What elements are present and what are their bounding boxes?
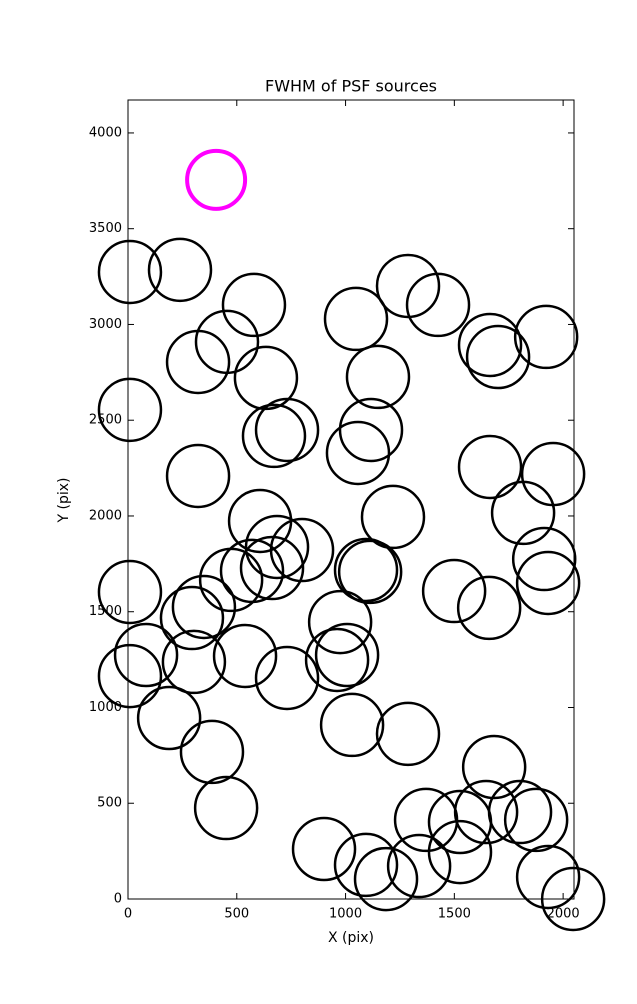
source-circle bbox=[515, 550, 581, 616]
source-circle bbox=[353, 846, 419, 912]
source-circle bbox=[427, 819, 493, 885]
x-tick-label: 2000 bbox=[547, 907, 580, 922]
source-circle bbox=[269, 517, 335, 583]
source-circle bbox=[304, 627, 370, 693]
y-tick-label: 2500 bbox=[89, 413, 122, 428]
source-circle bbox=[503, 787, 569, 853]
source-circle bbox=[161, 629, 227, 695]
source-circle bbox=[513, 304, 579, 370]
source-circle bbox=[360, 484, 426, 550]
x-tick-label: 500 bbox=[224, 907, 249, 922]
source-circle bbox=[338, 397, 404, 463]
chart-title: FWHM of PSF sources bbox=[265, 77, 437, 96]
source-circle bbox=[147, 237, 213, 303]
source-circle bbox=[421, 558, 487, 624]
y-axis-label: Y (pix) bbox=[56, 478, 72, 524]
source-circle bbox=[307, 589, 373, 655]
source-circle bbox=[337, 539, 403, 605]
y-tick-label: 3000 bbox=[89, 317, 122, 332]
source-circle bbox=[97, 643, 163, 709]
source-circle bbox=[515, 844, 581, 910]
source-circle bbox=[375, 253, 441, 319]
source-circle bbox=[179, 719, 245, 785]
x-tick-label: 0 bbox=[124, 907, 132, 922]
source-circle bbox=[323, 286, 389, 352]
source-circle bbox=[136, 685, 202, 751]
source-circle bbox=[511, 526, 577, 592]
plot-frame bbox=[127, 99, 575, 900]
source-circle bbox=[405, 272, 471, 338]
y-tick-label: 3500 bbox=[89, 221, 122, 236]
source-circle bbox=[345, 344, 411, 410]
source-circle bbox=[456, 575, 522, 641]
source-circle bbox=[333, 537, 399, 603]
source-circle bbox=[461, 734, 527, 800]
source-circle bbox=[239, 535, 305, 601]
source-circle bbox=[241, 403, 307, 469]
source-circle bbox=[193, 775, 259, 841]
source-circle bbox=[254, 645, 320, 711]
source-circle bbox=[314, 622, 380, 688]
y-tick-label: 1000 bbox=[89, 700, 122, 715]
source-circle bbox=[97, 377, 163, 443]
source-circle bbox=[490, 480, 556, 546]
y-tick-label: 0 bbox=[114, 892, 122, 907]
source-circle bbox=[386, 833, 452, 899]
y-tick-label: 4000 bbox=[89, 125, 122, 140]
source-circle bbox=[465, 324, 531, 390]
source-circle bbox=[325, 420, 391, 486]
source-circle bbox=[453, 779, 519, 845]
source-circle bbox=[165, 329, 231, 395]
y-tick-label: 500 bbox=[97, 796, 122, 811]
source-circle bbox=[159, 585, 225, 651]
source-circle bbox=[457, 434, 523, 500]
source-circle bbox=[375, 701, 441, 767]
source-circle bbox=[244, 514, 310, 580]
source-circle bbox=[171, 574, 237, 640]
source-circle bbox=[198, 547, 264, 613]
source-circle bbox=[333, 832, 399, 898]
source-circle bbox=[254, 397, 320, 463]
y-tick-label: 2000 bbox=[89, 508, 122, 523]
source-circle bbox=[113, 622, 179, 688]
x-tick-label: 1000 bbox=[329, 907, 362, 922]
y-tick-label: 1500 bbox=[89, 604, 122, 619]
source-circle bbox=[185, 148, 248, 211]
x-axis-label: X (pix) bbox=[328, 930, 374, 946]
source-circle bbox=[212, 623, 278, 689]
source-circle bbox=[165, 443, 231, 509]
source-circle bbox=[221, 272, 287, 338]
source-circle bbox=[457, 312, 523, 378]
x-tick-label: 1500 bbox=[438, 907, 471, 922]
source-circle bbox=[97, 559, 163, 625]
source-circle bbox=[291, 816, 357, 882]
source-circle bbox=[97, 239, 163, 305]
source-circle bbox=[393, 787, 459, 853]
source-circle bbox=[319, 692, 385, 758]
source-circle bbox=[520, 441, 586, 507]
source-circle bbox=[487, 779, 553, 845]
